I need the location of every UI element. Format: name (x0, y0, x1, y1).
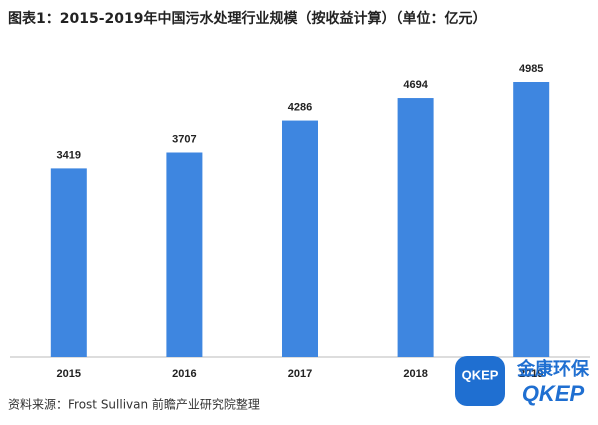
x-tick-label: 2016 (172, 368, 196, 380)
logo-badge (455, 356, 505, 406)
logo-wordmark: QKEP (522, 381, 585, 406)
bar (166, 152, 203, 357)
x-tick-label: 2015 (57, 368, 81, 380)
bar (397, 98, 434, 357)
x-tick-label: 2017 (288, 368, 312, 380)
source: 资料来源：Frost Sullivan 前瞻产业研究院整理 (8, 397, 260, 412)
x-tick-label: 2018 (403, 368, 427, 380)
value-label: 4694 (403, 79, 428, 91)
value-label: 3707 (172, 133, 196, 145)
value-label: 4985 (519, 63, 543, 75)
logo: QKEP 金康环保 QKEP (455, 356, 590, 406)
value-label: 4286 (288, 101, 312, 113)
value-label: 3419 (57, 149, 81, 161)
bar (50, 168, 87, 357)
bar (282, 120, 318, 357)
logo-name: 金康环保 (516, 358, 590, 380)
logo-mark: QKEP (462, 367, 499, 382)
bar (513, 82, 550, 357)
chart-title: 图表1：2015-2019年中国污水处理行业规模（按收益计算）（单位：亿元） (8, 10, 486, 27)
x-tick-label: 2019 (519, 368, 543, 380)
